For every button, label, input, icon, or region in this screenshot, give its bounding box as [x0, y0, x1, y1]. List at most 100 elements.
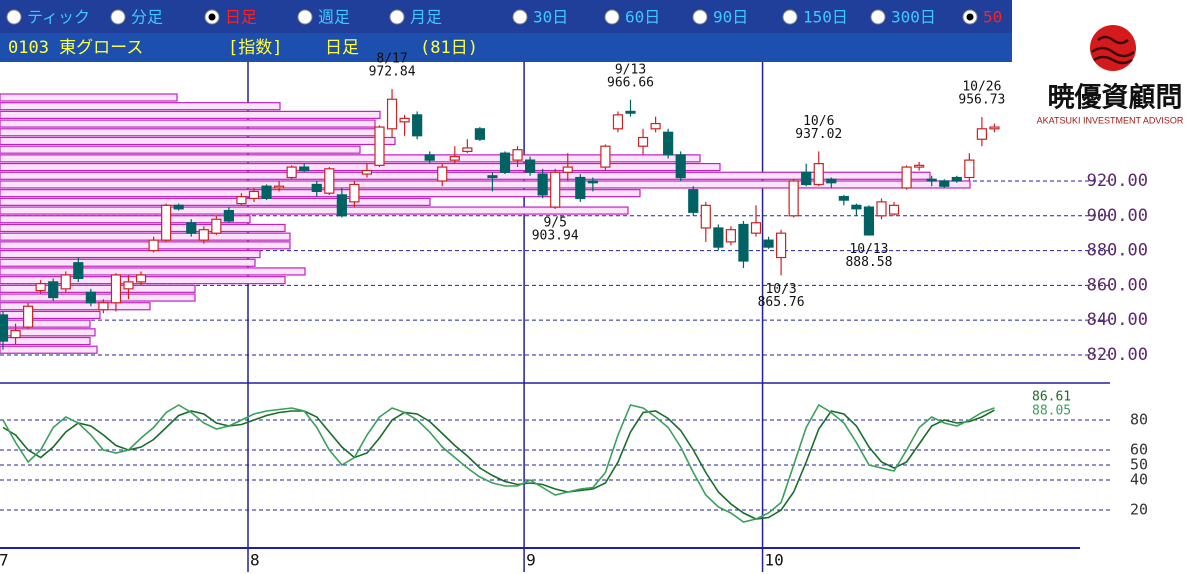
period: 日足	[325, 38, 359, 58]
radio[interactable]	[297, 9, 313, 25]
annotation-value: 903.94	[532, 228, 579, 243]
candle-body	[675, 154, 686, 179]
logo-box	[1012, 0, 1200, 140]
candle-body	[650, 122, 661, 130]
candle-body	[424, 154, 435, 161]
oscillator-line	[2, 403, 995, 523]
y-tick-label: 820.00	[1087, 345, 1148, 365]
logo-name: 暁優資顧問	[1048, 82, 1183, 114]
annotation-date: 9/5	[543, 215, 566, 230]
candle-body	[0, 314, 9, 342]
y-tick-label: 60	[1130, 441, 1148, 459]
candle-body	[939, 180, 950, 187]
candle-body	[951, 176, 962, 182]
candle-body	[575, 176, 586, 199]
toolbar-option[interactable]: 150日	[803, 8, 848, 27]
volume-profile-bar	[0, 119, 376, 128]
candle-body	[688, 189, 699, 213]
candle-body	[462, 147, 473, 153]
radio[interactable]	[389, 9, 405, 25]
candle-body	[914, 164, 925, 168]
volume-profile-bar	[0, 215, 251, 224]
toolbar-option[interactable]: 30日	[533, 8, 568, 27]
radio[interactable]	[6, 9, 22, 25]
toolbar-option[interactable]: 90日	[713, 8, 748, 27]
last-value-label: 88.05	[1032, 404, 1071, 419]
candle-body	[926, 178, 937, 182]
volume-profile-bar	[0, 319, 91, 328]
radio[interactable]	[110, 9, 126, 25]
volume-profile-bar	[0, 232, 291, 241]
candle-body	[964, 159, 975, 179]
volume-profile-bar	[0, 128, 381, 137]
candle-body	[763, 239, 774, 248]
radio[interactable]	[604, 9, 620, 25]
candle-body	[23, 305, 34, 328]
candle-body	[512, 149, 523, 161]
candle-body	[901, 166, 912, 189]
y-tick-label: 900.00	[1087, 206, 1148, 226]
volume-profile-bar	[0, 345, 98, 354]
volume-profile-bar	[0, 336, 91, 346]
toolbar-option[interactable]: 月足	[410, 8, 442, 27]
candle-body	[537, 173, 548, 196]
volume-profile-bar	[0, 197, 431, 206]
candle-body	[336, 194, 347, 217]
candle-body	[211, 218, 222, 234]
toolbar-option[interactable]: ティック	[27, 8, 90, 27]
volume-profile-bar	[0, 328, 96, 337]
candle-body	[274, 185, 285, 189]
candle-body	[161, 204, 172, 241]
candle-body	[85, 291, 96, 304]
radio[interactable]	[512, 9, 528, 25]
radio[interactable]	[782, 9, 798, 25]
toolbar	[0, 0, 1012, 33]
candle-body	[976, 128, 988, 140]
radio[interactable]	[692, 9, 708, 25]
volume-profile-bar	[0, 145, 361, 154]
candle-body	[449, 156, 460, 161]
candle-body	[73, 262, 84, 280]
candle-body	[600, 145, 611, 168]
candle-body	[286, 166, 297, 179]
candle-body	[637, 136, 649, 147]
y-tick-label: 840.00	[1087, 310, 1148, 330]
annotation-date: 10/13	[849, 242, 888, 257]
annotation-date: 9/13	[615, 62, 646, 77]
y-tick-label: 80	[1130, 411, 1148, 429]
radio-dot	[966, 13, 974, 21]
volume-profile-bar	[0, 284, 196, 293]
toolbar-option[interactable]: 週足	[318, 8, 350, 27]
toolbar-option[interactable]: 分足	[131, 8, 163, 27]
candle-body	[299, 166, 310, 172]
radio[interactable]	[870, 9, 886, 25]
candle-body	[324, 168, 335, 194]
candle-body	[98, 302, 109, 311]
y-tick-label: 860.00	[1087, 275, 1148, 295]
volume-profile-bar	[0, 258, 256, 267]
candle-body	[826, 178, 837, 184]
candle-body	[612, 114, 624, 130]
annotation-value: 972.84	[369, 65, 416, 80]
candle-body	[775, 232, 787, 259]
toolbar-option[interactable]: 60日	[625, 8, 660, 27]
volume-profile-bar	[0, 154, 701, 163]
y-tick-label: 40	[1130, 471, 1148, 489]
annotation-date: 10/3	[765, 282, 796, 297]
candle-body	[437, 166, 448, 182]
candle-body	[587, 180, 598, 184]
annotation-value: 956.73	[958, 93, 1005, 108]
candle-body	[110, 274, 122, 304]
candle-body	[487, 175, 498, 179]
toolbar-option[interactable]: 50	[983, 8, 1002, 27]
candle-body	[135, 274, 147, 283]
y-tick-label: 920.00	[1087, 171, 1148, 191]
toolbar-option[interactable]: 日足	[225, 8, 257, 27]
annotation-value: 888.58	[845, 255, 892, 270]
volume-profile-bar	[0, 241, 291, 250]
volume-profile-bar	[0, 136, 396, 146]
volume-profile-bar	[0, 110, 381, 119]
candle-body	[863, 206, 875, 236]
toolbar-option[interactable]: 300日	[891, 8, 936, 27]
code-name: 0103 東グロース	[8, 38, 143, 58]
